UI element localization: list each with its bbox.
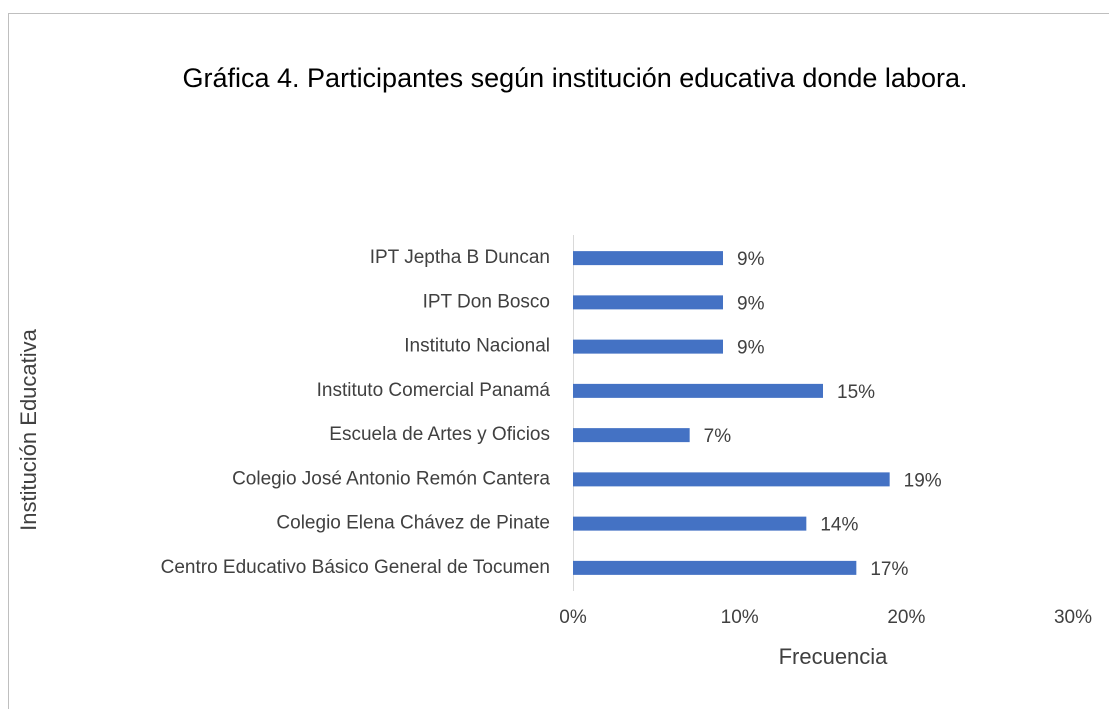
data-label: 7%: [704, 426, 732, 447]
y-tick-label: Colegio Elena Chávez de Pinate: [276, 513, 550, 534]
y-tick-label: IPT Jeptha B Duncan: [370, 247, 550, 268]
x-tick-label: 20%: [887, 607, 925, 628]
bar: [573, 383, 823, 398]
data-label: 17%: [870, 559, 908, 580]
x-tick-label: 30%: [1054, 607, 1092, 628]
y-tick-label: IPT Don Bosco: [423, 291, 550, 312]
data-label: 9%: [737, 293, 765, 314]
bar: [573, 295, 723, 310]
y-axis-title: Institución Educativa: [16, 328, 41, 531]
bar: [573, 516, 807, 531]
x-tick-label: 0%: [559, 607, 587, 628]
bar: [573, 251, 723, 266]
y-tick-label: Instituto Nacional: [404, 336, 550, 357]
y-tick-label: Escuela de Artes y Oficios: [329, 424, 550, 445]
data-label: 19%: [904, 470, 942, 491]
data-label: 15%: [837, 382, 875, 403]
bar: [573, 560, 857, 575]
y-tick-label: Colegio José Antonio Remón Cantera: [232, 468, 550, 489]
data-label: 9%: [737, 249, 765, 270]
bar: [573, 339, 723, 354]
x-axis-title: Frecuencia: [779, 644, 889, 669]
y-tick-label: Centro Educativo Básico General de Tocum…: [161, 557, 550, 578]
bar: [573, 472, 890, 487]
chart-title: Gráfica 4. Participantes según instituci…: [182, 63, 968, 93]
y-tick-label: Instituto Comercial Panamá: [317, 380, 551, 401]
x-tick-label: 10%: [721, 607, 759, 628]
data-label: 14%: [820, 515, 858, 536]
bar: [573, 428, 690, 443]
data-label: 9%: [737, 338, 765, 359]
